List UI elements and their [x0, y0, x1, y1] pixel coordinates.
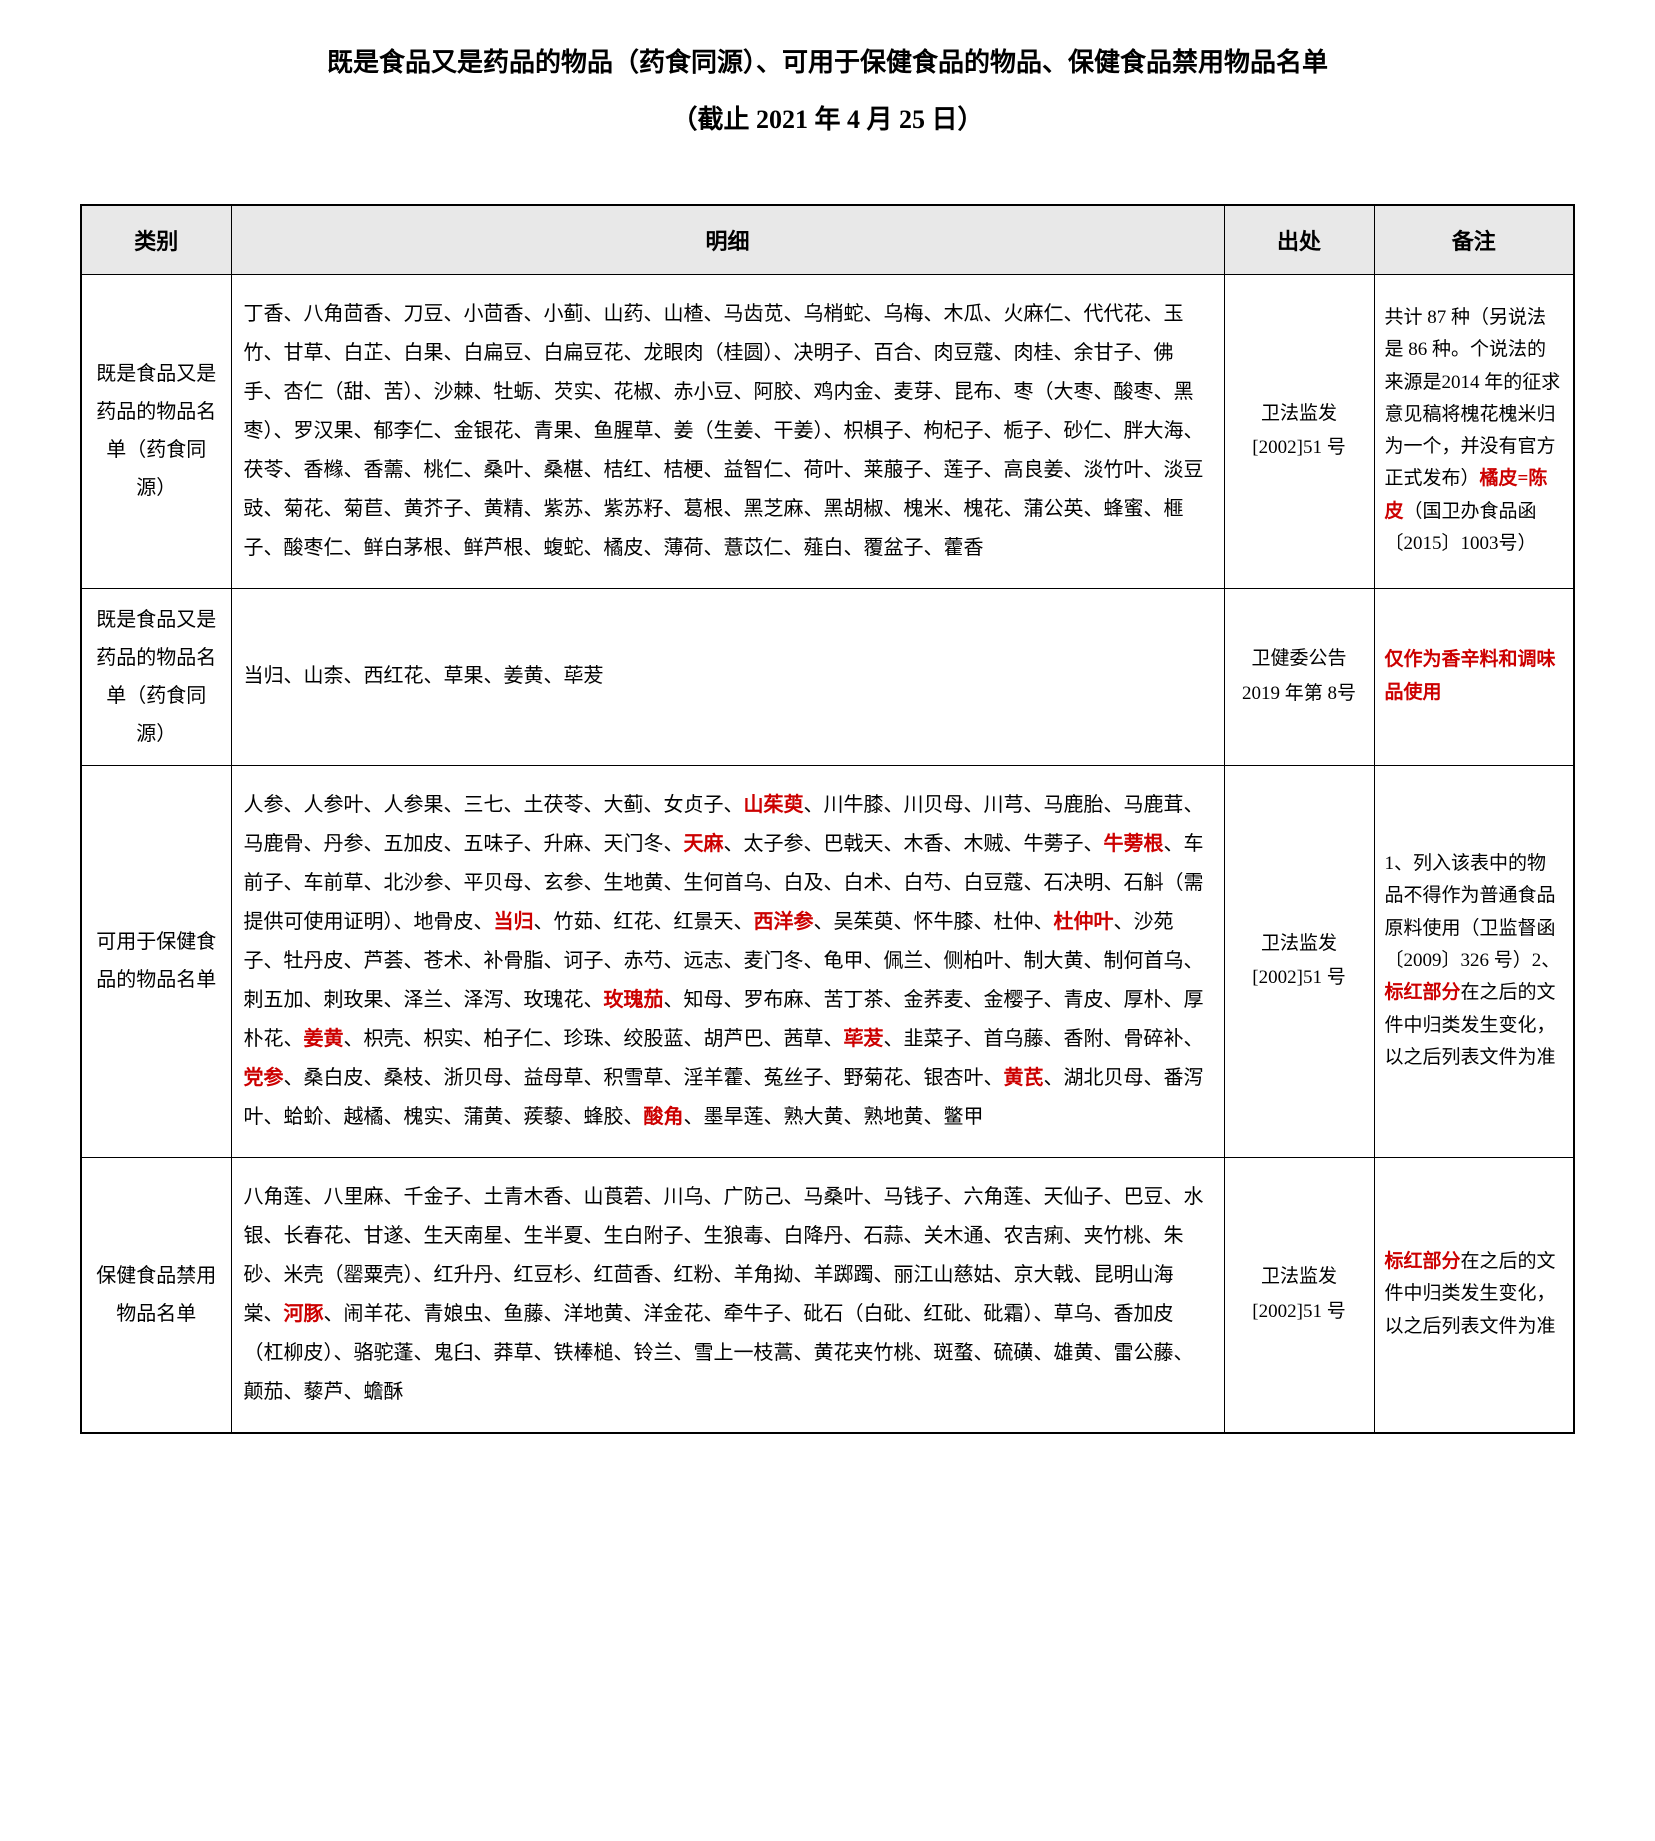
red-text: 牛蒡根	[1104, 833, 1164, 855]
red-text: 黄芪	[1004, 1067, 1044, 1089]
category-cell: 既是食品又是药品的物品名单（药食同源）	[81, 588, 231, 765]
page-title: 既是食品又是药品的物品（药食同源）、可用于保健食品的物品、保健食品禁用物品名单	[80, 40, 1575, 87]
plain-text: 人参、人参叶、人参果、三七、土茯苓、大蓟、女贞子、	[244, 794, 744, 816]
remark-cell: 标红部分在之后的文件中归类发生变化，以之后列表文件为准	[1374, 1157, 1574, 1433]
category-cell: 可用于保健食品的物品名单	[81, 765, 231, 1157]
red-text: 酸角	[644, 1106, 684, 1128]
red-text: 杜仲叶	[1054, 911, 1114, 933]
red-text: 荜茇	[844, 1028, 884, 1050]
plain-text: 、竹茹、红花、红景天、	[534, 911, 754, 933]
remark-cell: 1、列入该表中的物品不得作为普通食品原料使用（卫监督函〔2009〕326 号）2…	[1374, 765, 1574, 1157]
remark-cell: 共计 87 种（另说法是 86 种。个说法的来源是2014 年的征求意见稿将槐花…	[1374, 274, 1574, 588]
plain-text: （国卫办食品函〔2015〕1003号）	[1385, 501, 1537, 554]
source-cell: 卫法监发[2002]51 号	[1224, 274, 1374, 588]
plain-text: 、桑白皮、桑枝、浙贝母、益母草、积雪草、淫羊藿、菟丝子、野菊花、银杏叶、	[284, 1067, 1004, 1089]
table-row: 保健食品禁用物品名单八角莲、八里麻、千金子、土青木香、山莨菪、川乌、广防己、马桑…	[81, 1157, 1574, 1433]
red-text: 标红部分	[1385, 1251, 1461, 1272]
table-row: 既是食品又是药品的物品名单（药食同源） 当归、山柰、西红花、草果、姜黄、荜茇 卫健委…	[81, 588, 1574, 765]
header-source: 出处	[1224, 205, 1374, 275]
page-subtitle: （截止 2021 年 4 月 25 日）	[80, 97, 1575, 144]
red-text: 山茱萸	[744, 794, 804, 816]
plain-text: 、闹羊花、青娘虫、鱼藤、洋地黄、洋金花、牵牛子、砒石（白砒、红砒、砒霜）、草乌、…	[244, 1303, 1194, 1403]
table-row: 既是食品又是药品的物品名单（药食同源）丁香、八角茴香、刀豆、小茴香、小蓟、山药、…	[81, 274, 1574, 588]
main-table: 类别 明细 出处 备注 既是食品又是药品的物品名单（药食同源）丁香、八角茴香、刀…	[80, 204, 1575, 1434]
plain-text: 共计 87 种（另说法是 86 种。个说法的来源是2014 年的征求意见稿将槐花…	[1385, 307, 1561, 489]
red-text: 玫瑰茄	[604, 989, 664, 1011]
detail-cell: 人参、人参叶、人参果、三七、土茯苓、大蓟、女贞子、山茱萸、川牛膝、川贝母、川芎、…	[231, 765, 1224, 1157]
red-text: 河豚	[284, 1303, 324, 1325]
red-text: 天麻	[684, 833, 724, 855]
plain-text: 1、列入该表中的物品不得作为普通食品原料使用（卫监督函〔2009〕326 号）2…	[1385, 853, 1561, 971]
detail-cell: 丁香、八角茴香、刀豆、小茴香、小蓟、山药、山楂、马齿苋、乌梢蛇、乌梅、木瓜、火麻…	[231, 274, 1224, 588]
red-text: 当归	[494, 911, 534, 933]
source-cell: 卫法监发[2002]51 号	[1224, 765, 1374, 1157]
red-text: 西洋参	[754, 911, 814, 933]
source-cell: 卫法监发[2002]51 号	[1224, 1157, 1374, 1433]
plain-text: 当归、山柰、西红花、草果、姜黄、荜茇	[244, 665, 604, 687]
plain-text: 、太子参、巴戟天、木香、木贼、牛蒡子、	[724, 833, 1104, 855]
plain-text: 、枳壳、枳实、柏子仁、珍珠、绞股蓝、胡芦巴、茜草、	[344, 1028, 844, 1050]
plain-text: 、墨旱莲、熟大黄、熟地黄、鳖甲	[684, 1106, 984, 1128]
header-remark: 备注	[1374, 205, 1574, 275]
red-text: 仅作为香辛料和调味品使用	[1385, 649, 1556, 702]
red-text: 党参	[244, 1067, 284, 1089]
source-cell: 卫健委公告2019 年第 8号	[1224, 588, 1374, 765]
plain-text: 、韭菜子、首乌藤、香附、骨碎补、	[884, 1028, 1204, 1050]
red-text: 标红部分	[1385, 982, 1461, 1003]
header-category: 类别	[81, 205, 231, 275]
red-text: 姜黄	[304, 1028, 344, 1050]
plain-text: 、吴茱萸、怀牛膝、杜仲、	[814, 911, 1054, 933]
remark-cell: 仅作为香辛料和调味品使用	[1374, 588, 1574, 765]
header-detail: 明细	[231, 205, 1224, 275]
header-row: 类别 明细 出处 备注	[81, 205, 1574, 275]
category-cell: 既是食品又是药品的物品名单（药食同源）	[81, 274, 231, 588]
category-cell: 保健食品禁用物品名单	[81, 1157, 231, 1433]
table-row: 可用于保健食品的物品名单人参、人参叶、人参果、三七、土茯苓、大蓟、女贞子、山茱萸…	[81, 765, 1574, 1157]
detail-cell: 当归、山柰、西红花、草果、姜黄、荜茇	[231, 588, 1224, 765]
detail-cell: 八角莲、八里麻、千金子、土青木香、山莨菪、川乌、广防己、马桑叶、马钱子、六角莲、…	[231, 1157, 1224, 1433]
plain-text: 丁香、八角茴香、刀豆、小茴香、小蓟、山药、山楂、马齿苋、乌梢蛇、乌梅、木瓜、火麻…	[244, 303, 1204, 559]
